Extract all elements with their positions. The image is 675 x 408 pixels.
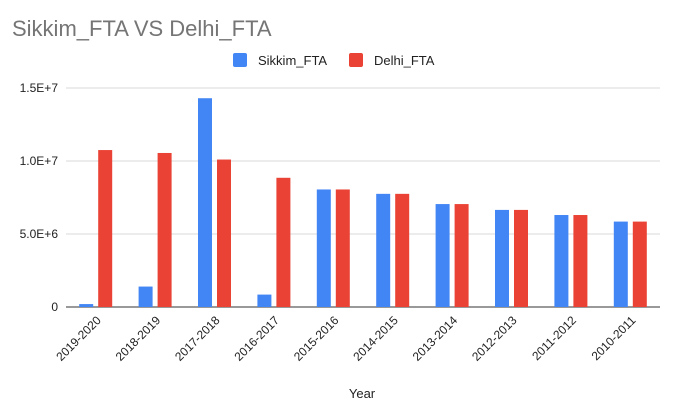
bar-sikkim-2014-2015 [376,193,391,307]
bar-delhi-2010-2011 [632,221,647,307]
y-tick-label: 1.5E+7 [20,81,59,95]
x-tick-label: 2017-2018 [172,313,223,364]
bar-sikkim-2018-2019 [138,286,153,307]
x-tick-label: 2010-2011 [589,313,639,363]
x-tick-label: 2016-2017 [232,313,283,364]
bar-sikkim-2019-2020 [79,304,94,307]
bar-delhi-2017-2018 [217,159,231,307]
bar-delhi-2011-2012 [573,215,588,307]
chart-title: Sikkim_FTA VS Delhi_FTA [12,16,272,41]
legend-swatch-delhi [349,53,363,67]
bar-delhi-2015-2016 [335,189,350,307]
x-tick-label: 2014-2015 [350,313,401,364]
bar-sikkim-2010-2011 [613,221,628,307]
x-tick-label: 2011-2012 [529,313,579,363]
bar-sikkim-2015-2016 [316,189,331,307]
bar-delhi-2012-2013 [514,209,528,307]
x-axis-label: Year [349,386,376,401]
legend-label-delhi: Delhi_FTA [374,53,435,68]
bar-sikkim-2012-2013 [495,209,509,307]
legend-label-sikkim: Sikkim_FTA [258,53,327,68]
gridlines [66,87,660,308]
bar-delhi-2019-2020 [98,150,113,307]
x-tick-label: 2019-2020 [53,313,104,364]
bar-sikkim-2011-2012 [554,215,569,307]
bars [79,98,647,307]
x-tick-label: 2018-2019 [113,313,164,364]
y-tick-label: 1.0E+7 [20,154,59,168]
x-tick-label: 2013-2014 [410,313,461,364]
bar-delhi-2014-2015 [395,193,410,307]
y-tick-label: 5.0E+6 [20,227,59,241]
bar-delhi-2016-2017 [276,177,291,307]
bar-sikkim-2013-2014 [435,204,450,307]
bar-delhi-2013-2014 [454,204,469,307]
y-tick-label: 0 [51,300,58,314]
x-tick-label: 2012-2013 [469,313,520,364]
x-tick-label: 2015-2016 [291,313,342,364]
legend-swatch-sikkim [233,53,247,67]
bar-sikkim-2017-2018 [198,98,212,307]
x-axis-ticks: 2019-2020 2018-2019 2017-2018 2016-2017 2015… [53,313,638,364]
y-axis-ticks: 0 5.0E+6 1.0E+7 1.5E+7 [20,81,59,314]
bar-delhi-2018-2019 [157,152,172,307]
legend: Sikkim_FTA Delhi_FTA [233,53,435,68]
bar-sikkim-2016-2017 [257,294,272,307]
